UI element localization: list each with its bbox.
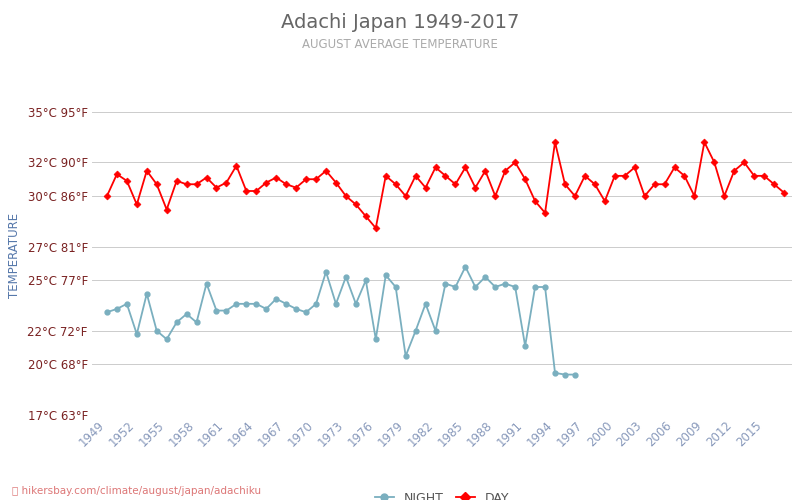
Text: Adachi Japan 1949-2017: Adachi Japan 1949-2017 [281,12,519,32]
Legend: NIGHT, DAY: NIGHT, DAY [375,492,509,500]
Text: 🌐 hikersbay.com/climate/august/japan/adachiku: 🌐 hikersbay.com/climate/august/japan/ada… [12,486,261,496]
Text: AUGUST AVERAGE TEMPERATURE: AUGUST AVERAGE TEMPERATURE [302,38,498,51]
Y-axis label: TEMPERATURE: TEMPERATURE [7,212,21,298]
